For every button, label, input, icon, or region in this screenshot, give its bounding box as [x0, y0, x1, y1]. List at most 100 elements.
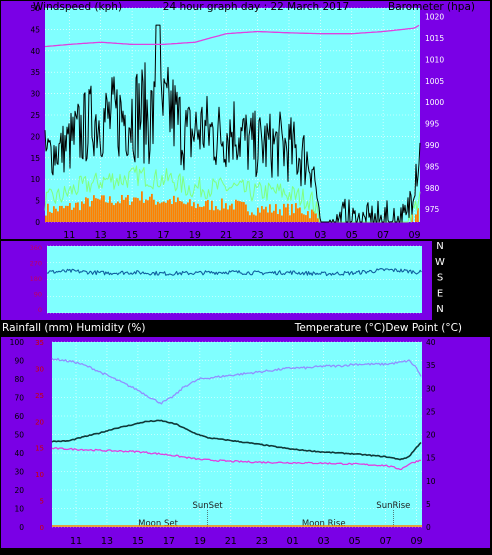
average-speed-bar: [279, 209, 281, 222]
direction-left-ticks: 360 270 180 90 0: [30, 244, 42, 314]
average-speed-bar: [195, 208, 197, 222]
average-speed-bar: [145, 199, 147, 222]
temp-x-tick-label: 23: [256, 536, 268, 547]
windspeed-bars: [45, 191, 419, 222]
temp-series: [51, 357, 422, 527]
rain-ticks: 0 5 10 15 20 25 30 35: [35, 339, 44, 532]
average-speed-bar: [207, 200, 209, 222]
wind-x-tick-label: 05: [346, 230, 358, 241]
windspeed-tick-label: 25: [30, 111, 40, 120]
average-speed-bar: [121, 194, 123, 222]
direction-grid: [47, 245, 422, 314]
humidity-tick-label: 0: [19, 523, 24, 532]
windspeed-tick-label: 45: [30, 25, 40, 34]
humidity-line: [51, 357, 422, 405]
average-speed-bar: [247, 211, 249, 222]
humidity-tick-label: 50: [14, 431, 24, 440]
average-speed-bar: [143, 202, 145, 222]
average-speed-bar: [51, 212, 53, 222]
average-speed-bar: [181, 201, 183, 222]
temperature-tick-label: 20: [426, 431, 436, 440]
wind-x-tick-label: 09: [408, 230, 420, 241]
average-speed-bar: [249, 215, 251, 222]
wind-left-ticks: 0 5 10 15 20 25 30 35 40 45 50: [30, 4, 40, 227]
rain-humidity-axis-label: Rainfall (mm) Humidity (%): [2, 322, 145, 334]
compass-label: W: [435, 257, 445, 268]
wind-x-tick-label: 01: [283, 230, 295, 241]
windspeed-tick-label: 50: [30, 4, 40, 13]
wind-direction-line: [47, 268, 422, 277]
average-speed-bar: [301, 213, 303, 222]
average-speed-bar: [69, 203, 71, 222]
average-speed-bar: [93, 195, 95, 222]
average-speed-bar: [305, 215, 307, 222]
average-speed-bar: [61, 205, 63, 222]
average-speed-bar: [169, 199, 171, 222]
average-speed-bar: [59, 205, 61, 222]
temp-x-tick-label: 13: [101, 536, 113, 547]
average-speed-bar: [47, 203, 49, 222]
average-speed-bar: [237, 200, 239, 222]
barometer-tick-label: 1020: [425, 13, 444, 22]
average-speed-bar: [113, 205, 115, 222]
average-speed-bar: [293, 213, 295, 222]
windspeed-axis-label: Windspeed (kph): [33, 1, 122, 13]
wind-x-tick-label: 11: [63, 230, 75, 241]
temp-x-tick-label: 01: [287, 536, 299, 547]
average-speed-bar: [291, 204, 293, 222]
average-speed-bar: [417, 208, 419, 222]
average-speed-bar: [157, 201, 159, 222]
average-speed-bar: [85, 197, 87, 222]
average-speed-bar: [91, 200, 93, 222]
average-speed-bar: [89, 206, 91, 222]
average-speed-bar: [73, 207, 75, 222]
annotation-label: Moon Set: [138, 519, 178, 529]
temp-plot-area: [52, 342, 422, 527]
average-speed-bar: [49, 211, 51, 222]
average-speed-bar: [189, 199, 191, 222]
barometer-tick-label: 1015: [425, 34, 444, 43]
humidity-tick-label: 70: [14, 394, 24, 403]
average-speed-bar: [303, 214, 305, 222]
barometer-tick-label: 1010: [425, 55, 444, 64]
humidity-tick-label: 100: [10, 338, 25, 347]
windspeed-series: [44, 24, 421, 223]
average-speed-bar: [137, 198, 139, 222]
average-speed-bar: [65, 205, 67, 222]
average-speed-bar: [217, 209, 219, 222]
average-speed-bar: [283, 203, 285, 222]
wind-right-ticks: 975 980 985 990 995 1000 1005 1010 1015 1020: [425, 13, 444, 215]
temperature-ticks: 0 5 10 15 20 25 30 35 40: [426, 338, 436, 532]
average-speed-bar: [175, 202, 177, 222]
average-speed-bar: [251, 212, 253, 222]
dewpoint-line: [51, 447, 422, 471]
average-speed-bar: [193, 202, 195, 222]
temperature-tick-label: 40: [426, 338, 436, 347]
average-speed-bar: [129, 204, 131, 222]
average-speed-bar: [261, 206, 263, 222]
average-speed-bar: [131, 201, 133, 222]
average-speed-bar: [163, 201, 165, 222]
annotation-label: Moon Rise: [302, 519, 346, 529]
humidity-tick-label: 60: [14, 412, 24, 421]
average-speed-bar: [267, 212, 269, 222]
sun-moon-annotations: Moon Set SunSet Moon Rise SunRise: [138, 501, 410, 529]
average-speed-bar: [119, 203, 121, 222]
average-speed-bar: [211, 200, 213, 222]
barometer-tick-label: 1005: [425, 77, 444, 86]
average-speed-bar: [183, 203, 185, 222]
average-speed-bar: [151, 193, 153, 222]
average-speed-bar: [311, 209, 313, 222]
rain-tick-label: 35: [35, 339, 44, 347]
temp-x-tick-label: 17: [163, 536, 175, 547]
rain-tick-label: 10: [35, 471, 44, 479]
average-speed-bar: [187, 202, 189, 222]
average-speed-bar: [159, 203, 161, 222]
humidity-tick-label: 30: [14, 468, 24, 477]
average-speed-bar: [243, 202, 245, 222]
average-speed-bar: [167, 200, 169, 222]
chart-title: 24 hour graph day : 22 March 2017: [163, 1, 349, 13]
average-speed-bar: [165, 202, 167, 222]
average-speed-bar: [221, 198, 223, 222]
